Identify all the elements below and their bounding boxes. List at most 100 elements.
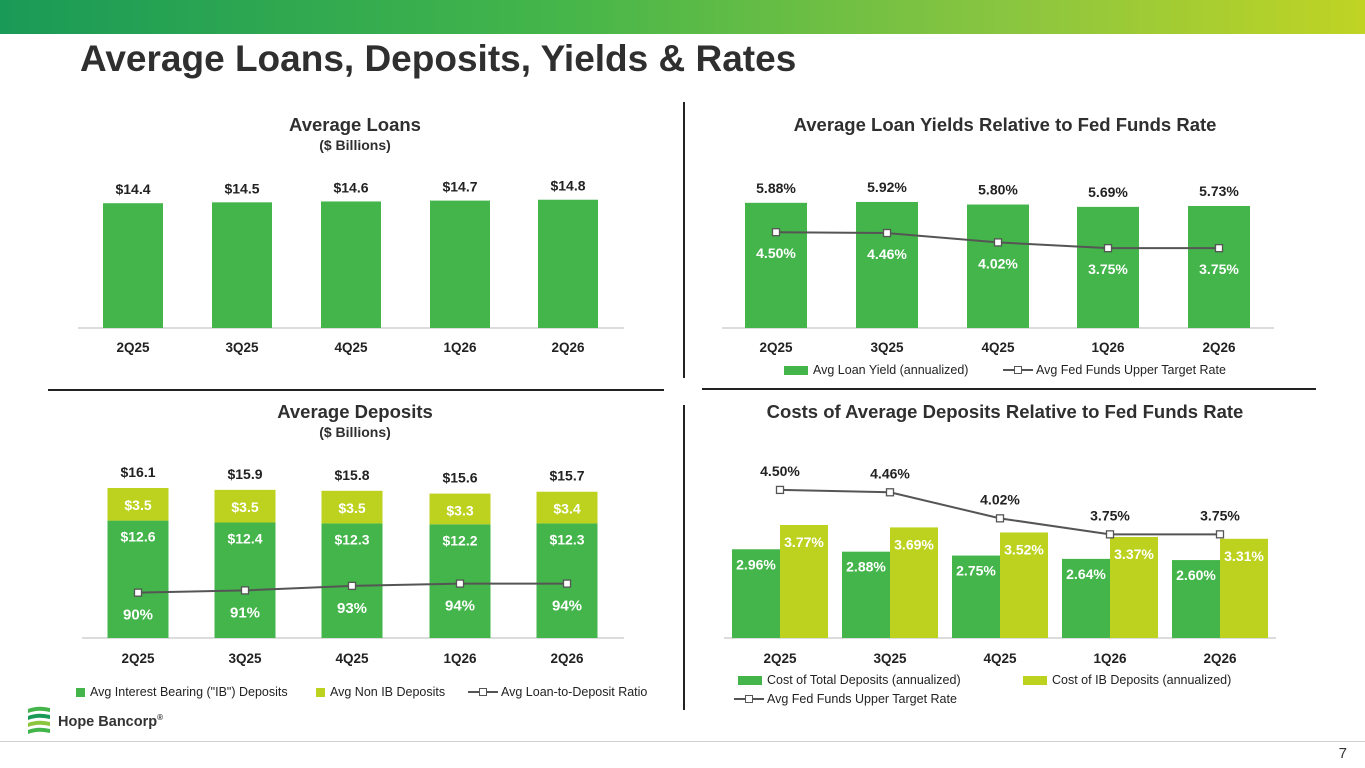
total-cost-bar-3Q25 [842,551,890,638]
fed-funds-yield-marker-0 [771,228,781,237]
ib-deposits-label-1Q26: $12.2 [442,532,477,548]
non-ib-deposits-label-2Q25: $3.5 [124,497,151,513]
yield-value-label-2Q26: 5.73% [1199,183,1239,199]
non-ib-deposits-label-3Q25: $3.5 [231,499,258,515]
horizontal-divider-right [702,388,1316,390]
logo-mark-icon [28,706,50,734]
avg-loans-title: Average Loans [289,114,421,135]
fed-funds-label-2Q25: 4.50% [756,245,796,261]
legend-line-marker [1003,365,1033,375]
loans-bar-2Q25 [103,203,163,328]
legend-line-marker [468,687,498,697]
total-cost-bar-4Q25 [952,555,1000,638]
deposits-tick-3Q25: 3Q25 [228,651,262,666]
costs-tick-1Q26: 1Q26 [1093,651,1127,666]
ib-cost-bar-2Q26 [1220,538,1268,638]
page-number: 7 [1338,745,1347,762]
loans-bar-4Q25 [321,201,381,328]
total-deposits-label-3Q25: $15.9 [227,466,262,482]
yield-bar-2Q25 [745,202,807,328]
ib-deposits-bar-2Q25 [107,520,169,638]
legend-item-total-cost: Cost of Total Deposits (annualized) [738,673,961,687]
total-deposits-label-2Q25: $16.1 [120,464,155,480]
total-deposits-label-4Q25: $15.8 [334,467,369,483]
fed-funds-label-4Q25: 4.02% [978,255,1018,271]
loans-value-label-2Q26: $14.8 [550,178,585,194]
ib-cost-label-2Q26: 3.31% [1224,548,1264,564]
non-ib-deposits-label-1Q26: $3.3 [446,503,473,519]
deposits-tick-4Q25: 4Q25 [335,651,369,666]
total-deposits-label-2Q26: $15.7 [549,468,584,484]
yields-tick-2Q26: 2Q26 [1202,340,1236,355]
legend-item-loan-yield: Avg Loan Yield (annualized) [784,363,968,377]
ltd-ratio-label-2Q25: 90% [123,607,153,624]
legend-label-fed-funds: Avg Fed Funds Upper Target Rate [1036,363,1226,377]
costs-tick-4Q25: 4Q25 [983,651,1017,666]
ib-deposits-bar-4Q25 [321,523,383,638]
costs-tick-2Q25: 2Q25 [763,651,797,666]
legend-swatch-green [76,687,85,697]
ib-cost-bar-3Q25 [890,527,938,638]
legend-item-non-ib-deposits: Avg Non IB Deposits [316,685,445,699]
total-cost-label-1Q26: 2.64% [1066,566,1106,582]
total-deposits-label-1Q26: $15.6 [442,470,477,486]
ib-cost-label-4Q25: 3.52% [1004,541,1044,557]
yield-bar-2Q26 [1188,206,1250,328]
legend-label-non-ib-deposits: Avg Non IB Deposits [330,685,446,699]
total-cost-label-3Q25: 2.88% [846,559,886,575]
yield-value-label-1Q26: 5.69% [1088,184,1128,200]
fed-funds-yield-marker-3 [1103,244,1113,253]
yield-value-label-3Q25: 5.92% [867,179,907,195]
ltd-ratio-label-3Q25: 91% [230,604,260,621]
company-logo: Hope Bancorp® [26,705,186,737]
yield-bar-4Q25 [967,204,1029,328]
fed-funds-yield-marker-2 [993,238,1003,247]
fed-funds-cost-marker-3 [1105,530,1115,539]
avg-deposits-subtitle: ($ Billions) [319,424,391,440]
ltd-ratio-label-2Q26: 94% [552,598,582,615]
legend-item-fed-funds-2: Avg Fed Funds Upper Target Rate [734,692,957,706]
ltd-ratio-marker-2 [347,581,357,591]
ltd-ratio-label-4Q25: 93% [337,600,367,617]
yields-tick-4Q25: 4Q25 [981,340,1015,355]
vertical-divider-top [683,102,685,378]
total-cost-label-2Q26: 2.60% [1176,567,1216,583]
yields-tick-3Q25: 3Q25 [870,340,904,355]
legend-item-ltd-ratio: Avg Loan-to-Deposit Ratio [468,685,647,699]
loans-value-label-1Q26: $14.7 [442,179,477,195]
ib-deposits-label-4Q25: $12.3 [334,531,369,547]
fed-funds-cost-label-2Q26: 3.75% [1200,507,1240,523]
costs-tick-2Q26: 2Q26 [1203,651,1237,666]
fed-funds-label-1Q26: 3.75% [1088,261,1128,277]
fed-funds-label-3Q25: 4.46% [867,246,907,262]
loans-tick-2Q25: 2Q25 [116,340,150,355]
ib-deposits-label-2Q25: $12.6 [120,529,155,545]
ltd-ratio-marker-4 [562,579,572,588]
footer-rule [0,741,1365,742]
costs-tick-3Q25: 3Q25 [873,651,907,666]
fed-funds-yield-marker-1 [882,228,892,238]
fed-funds-cost-label-2Q25: 4.50% [760,463,800,479]
fed-funds-cost-marker-1 [885,488,895,497]
ib-cost-label-1Q26: 3.37% [1114,546,1154,562]
non-ib-deposits-bar-3Q25 [214,489,276,523]
ib-deposits-bar-3Q25 [214,522,276,638]
deposits-tick-1Q26: 1Q26 [443,651,477,666]
logo-registered-mark: ® [157,713,163,722]
deposits-tick-2Q26: 2Q26 [550,651,584,666]
ib-cost-bar-4Q25 [1000,532,1048,638]
yields-tick-1Q26: 1Q26 [1091,340,1125,355]
loans-value-label-2Q25: $14.4 [115,181,150,197]
logo-wordmark: Hope Bancorp [58,713,158,730]
loans-tick-3Q25: 3Q25 [225,340,259,355]
non-ib-deposits-bar-2Q26 [536,491,598,524]
yield-bar-1Q26 [1077,206,1139,328]
ltd-ratio-marker-1 [240,586,250,595]
yield-value-label-4Q25: 5.80% [978,182,1018,198]
fed-funds-cost-label-4Q25: 4.02% [980,491,1020,507]
fed-funds-cost-label-1Q26: 3.75% [1090,507,1130,523]
fed-funds-cost-marker-2 [995,514,1005,523]
loans-tick-1Q26: 1Q26 [443,340,477,355]
legend-item-fed-funds: Avg Fed Funds Upper Target Rate [1003,363,1226,377]
